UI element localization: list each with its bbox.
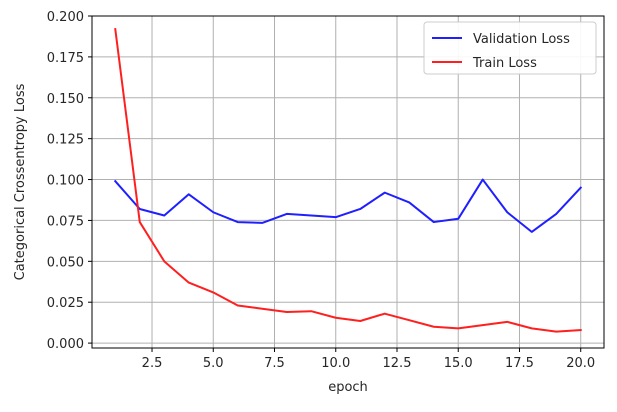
y-tick-label: 0.075 bbox=[47, 214, 84, 229]
y-tick-label: 0.025 bbox=[47, 296, 84, 311]
x-tick-label: 7.5 bbox=[264, 356, 285, 371]
legend-label-validation-loss: Validation Loss bbox=[473, 32, 570, 47]
tick-layer: 2.5 5.0 7.5 10.0 12.5 15.0 17.5 20.0 0.000 0.025 0… bbox=[47, 10, 595, 371]
series-line-validation-loss bbox=[113, 178, 583, 233]
x-tick-label: 17.5 bbox=[505, 356, 534, 371]
y-axis-label: Categorical Crossentropy Loss bbox=[13, 83, 28, 280]
y-tick-label: 0.100 bbox=[47, 174, 84, 189]
x-axis-label: epoch bbox=[328, 380, 368, 395]
plot-frame bbox=[91, 15, 605, 349]
y-tick-label: 0.125 bbox=[47, 133, 84, 148]
x-tick-label: 2.5 bbox=[142, 356, 163, 371]
legend: Validation Loss Train Loss bbox=[423, 21, 597, 75]
x-tick-label: 10.0 bbox=[321, 356, 350, 371]
series-line-train-loss bbox=[114, 27, 582, 333]
x-tick-label: 20.0 bbox=[566, 356, 595, 371]
y-tick-label: 0.150 bbox=[47, 92, 84, 107]
y-tick-label: 0.050 bbox=[47, 255, 84, 270]
y-tick-label: 0.200 bbox=[47, 10, 84, 25]
legend-label-train-loss: Train Loss bbox=[472, 56, 537, 71]
legend-box bbox=[423, 21, 597, 75]
x-tick-label: 5.0 bbox=[203, 356, 224, 371]
x-tick-label: 12.5 bbox=[383, 356, 412, 371]
series-layer bbox=[113, 27, 583, 333]
y-tick-label: 0.175 bbox=[47, 51, 84, 66]
x-tick-label: 15.0 bbox=[444, 356, 473, 371]
y-tick-label: 0.000 bbox=[47, 337, 84, 352]
